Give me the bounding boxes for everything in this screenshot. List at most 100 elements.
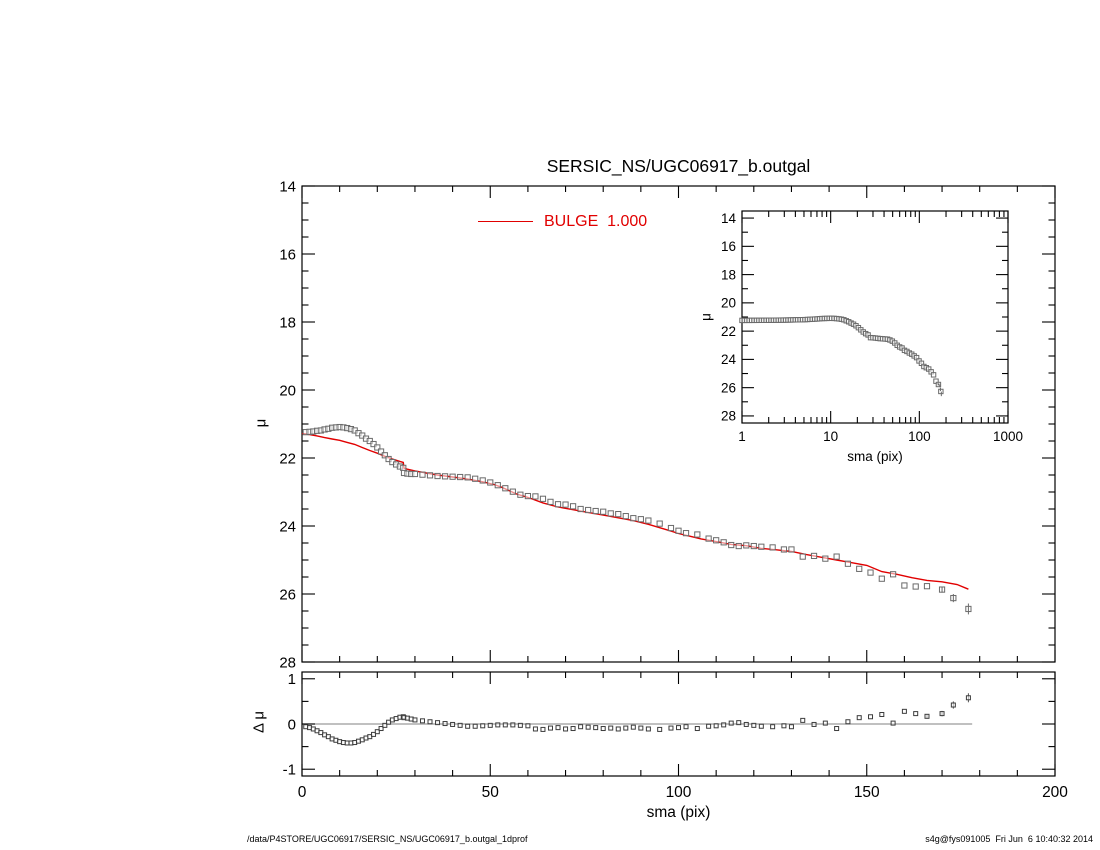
residual-marker — [901, 708, 907, 714]
profile-marker — [487, 479, 494, 486]
x-tick-label: 1 — [738, 429, 746, 444]
y-tick-label: 28 — [721, 409, 736, 424]
residual-marker — [743, 721, 749, 727]
profile-marker — [743, 542, 750, 549]
profile-marker — [464, 474, 471, 481]
residual-marker — [600, 726, 606, 732]
profile-marker — [600, 508, 607, 515]
profile-marker — [758, 543, 765, 550]
footer-filepath: /data/P4STORE/UGC06917/SERSIC_NS/UGC0691… — [247, 834, 528, 844]
profile-marker — [656, 520, 663, 527]
residual-marker — [770, 724, 776, 730]
y-tick-label: 18 — [721, 267, 736, 282]
residual-marker — [706, 723, 712, 729]
residual-marker — [822, 720, 828, 726]
residual-marker — [510, 722, 516, 728]
profile-marker — [524, 492, 531, 500]
profile-marker — [788, 546, 795, 553]
residual-marker — [570, 726, 576, 732]
residual-marker — [502, 722, 508, 728]
y-tick-label: 22 — [721, 324, 736, 339]
residual-marker — [751, 722, 757, 728]
residual-marker — [593, 725, 599, 731]
residual-marker — [965, 695, 971, 701]
y-tick-label: 24 — [279, 518, 296, 535]
profile-marker — [901, 582, 908, 589]
y-tick-label: 20 — [721, 296, 736, 311]
residual-marker — [868, 714, 874, 720]
x-tick-label: 100 — [666, 784, 692, 801]
profile-marker — [377, 448, 385, 455]
profile-marker — [630, 515, 637, 522]
profile-marker — [411, 470, 419, 478]
y-tick-label: 14 — [721, 211, 737, 226]
profile-marker — [810, 552, 818, 560]
profile-marker — [494, 482, 501, 489]
residual-marker — [736, 720, 742, 726]
profile-marker — [400, 464, 407, 471]
profile-marker — [713, 537, 720, 544]
residual-marker — [856, 715, 862, 721]
profile-marker — [780, 546, 788, 553]
residual-marker — [713, 723, 719, 729]
profile-marker — [856, 565, 863, 572]
residual-marker — [450, 721, 456, 727]
profile-marker — [370, 440, 377, 448]
profile-marker — [694, 531, 701, 538]
profile-marker — [867, 569, 874, 576]
residual-marker — [728, 720, 734, 726]
residual-marker — [879, 712, 885, 718]
y-tick-label: 16 — [279, 246, 296, 263]
x-tick-label: 1000 — [993, 429, 1023, 444]
inset-x-axis-label: sma (pix) — [847, 449, 903, 464]
inset-panel-frame — [741, 210, 1009, 424]
residual-marker — [442, 721, 448, 727]
residual-marker — [939, 711, 945, 717]
residual-marker — [412, 717, 418, 723]
profile-marker — [844, 560, 852, 567]
profile-marker — [622, 513, 629, 520]
profile-marker — [502, 485, 509, 492]
profile-marker — [750, 542, 757, 550]
residual-marker — [890, 720, 896, 726]
residual-marker — [781, 723, 787, 729]
profile-marker — [728, 541, 735, 549]
residual-marker — [435, 720, 441, 726]
profile-marker — [539, 495, 547, 502]
y-tick-label: 18 — [279, 314, 296, 331]
inset-y-axis-label: μ — [698, 313, 714, 321]
residual-marker — [623, 725, 629, 731]
residual-marker — [845, 719, 851, 725]
profile-marker — [720, 539, 727, 546]
profile-marker — [923, 583, 931, 590]
y-tick-label: -1 — [283, 761, 296, 778]
profile-marker — [517, 491, 524, 498]
profile-marker — [381, 452, 388, 459]
y-tick-label: 26 — [721, 380, 736, 395]
y-tick-label: 28 — [279, 654, 296, 671]
residual-marker — [924, 713, 930, 719]
profile-marker — [878, 575, 885, 582]
profile-marker — [577, 505, 584, 513]
profile-marker — [426, 472, 434, 479]
profile-marker — [585, 506, 592, 514]
residual-marker — [419, 718, 425, 724]
profile-marker — [419, 471, 426, 478]
residual-marker — [374, 729, 380, 735]
profile-marker — [769, 544, 776, 551]
profile-marker — [472, 475, 479, 482]
profile-marker — [735, 542, 742, 550]
y-tick-label: 24 — [721, 352, 737, 367]
legend-model-line — [478, 221, 533, 222]
y-tick-label: 26 — [279, 586, 296, 603]
x-tick-label: 0 — [298, 784, 307, 801]
residual-marker — [913, 711, 919, 717]
x-tick-label: 150 — [854, 784, 880, 801]
profile-marker — [645, 517, 652, 524]
profile-marker — [562, 501, 569, 508]
profile-marker — [374, 444, 381, 451]
residual-marker — [630, 724, 636, 730]
x-tick-label: 100 — [908, 429, 931, 444]
residual-marker — [517, 722, 523, 728]
